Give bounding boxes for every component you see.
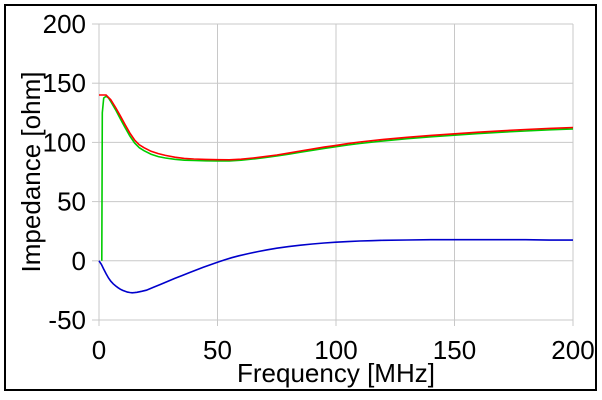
x-axis-title: Frequency [MHz] [237,358,435,388]
x-tick-label: 0 [92,335,106,365]
y-axis-title: Impedance [ohm] [16,71,46,273]
y-tick-label: -50 [48,305,86,335]
gridlines [98,23,574,321]
axis-ticks [92,23,574,326]
y-tick-label: 150 [43,68,86,98]
y-tick-label: 50 [57,187,86,217]
y-tick-label: 0 [72,246,86,276]
chart-outer-frame [4,4,597,391]
x-tick-label: 100 [314,335,357,365]
x-tick-label: 150 [433,335,476,365]
series-impedance-green [101,95,574,261]
y-tick-label: 200 [43,9,86,39]
x-tick-label: 50 [203,335,232,365]
y-tick-label: 100 [43,127,86,157]
series-impedance-red [99,94,574,161]
data-series [98,94,574,294]
x-tick-label: 200 [551,335,594,365]
series-impedance-blue [98,238,573,294]
